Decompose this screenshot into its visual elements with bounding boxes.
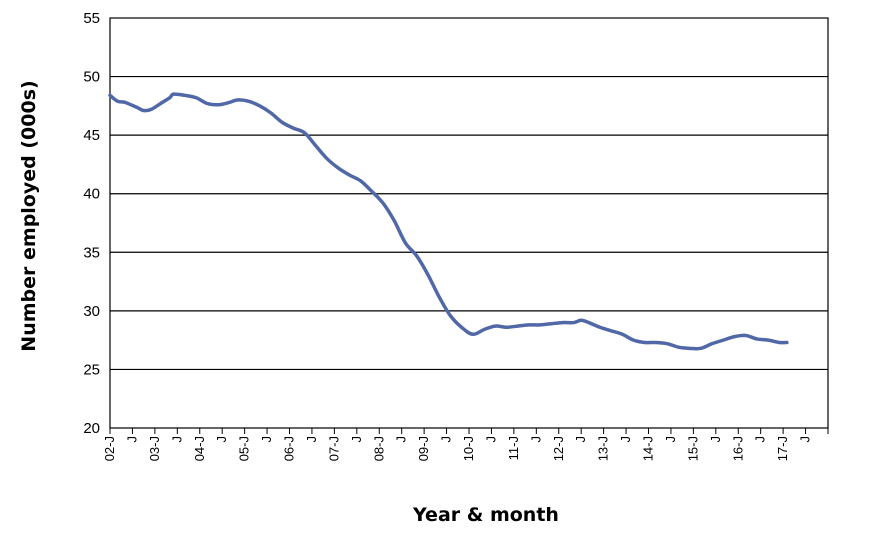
x-tick-label: J	[439, 436, 454, 443]
x-tick-label: J	[753, 436, 768, 443]
x-tick-label: 10-J	[461, 436, 476, 461]
y-tick-label: 45	[83, 127, 100, 144]
x-tick-label: 08-J	[371, 436, 386, 461]
y-tick-label: 30	[83, 303, 100, 320]
x-tick-label: 15-J	[685, 436, 700, 461]
y-tick-label: 20	[83, 420, 100, 437]
y-tick-label: 35	[83, 244, 100, 261]
x-tick-label: 05-J	[237, 436, 252, 461]
x-tick-label: 12-J	[551, 436, 566, 461]
x-tick-label: J	[663, 436, 678, 443]
x-tick-label: J	[618, 436, 633, 443]
x-tick-label: J	[214, 436, 229, 443]
x-tick-label: 06-J	[282, 436, 297, 461]
y-tick-label: 50	[83, 69, 100, 86]
x-tick-label: J	[483, 436, 498, 443]
x-tick-label: 13-J	[596, 436, 611, 461]
y-tick-label: 40	[83, 186, 100, 203]
x-tick-label: J	[259, 436, 274, 443]
plot-area-frame	[109, 17, 829, 429]
y-axis-tick-labels: 20 25 30 35 40 45 50 55	[83, 10, 100, 437]
x-tick-label: 09-J	[416, 436, 431, 461]
x-tick-label: J	[798, 436, 813, 443]
y-axis-title: Number employed (000s)	[18, 80, 40, 351]
x-axis-title: Year & month	[412, 504, 559, 526]
x-tick-label: J	[573, 436, 588, 443]
x-tick-label: 04-J	[192, 436, 207, 461]
x-axis-ticks	[109, 428, 829, 434]
y-tick-label: 25	[83, 361, 100, 378]
x-tick-label: J	[349, 436, 364, 443]
x-axis-tick-labels: 02-J J 03-J J 04-J J 05-J J 06-J J 07-J J 08-J J 09-J J…	[102, 436, 813, 461]
x-tick-label: J	[528, 436, 543, 443]
x-tick-label: J	[708, 436, 723, 443]
gridlines	[110, 75, 828, 371]
x-tick-label: 07-J	[326, 436, 341, 461]
y-tick-label: 55	[83, 10, 100, 27]
x-tick-label: 11-J	[506, 436, 521, 460]
x-tick-label: J	[169, 436, 184, 443]
x-tick-label: 02-J	[102, 436, 117, 461]
x-tick-label: J	[124, 436, 139, 443]
x-tick-label: J	[304, 436, 319, 443]
x-tick-label: 14-J	[641, 436, 656, 461]
x-tick-label: 16-J	[730, 436, 745, 461]
x-tick-label: J	[394, 436, 409, 443]
series-line	[108, 92, 789, 351]
x-tick-label: 17-J	[775, 436, 790, 461]
x-tick-label: 03-J	[147, 436, 162, 461]
